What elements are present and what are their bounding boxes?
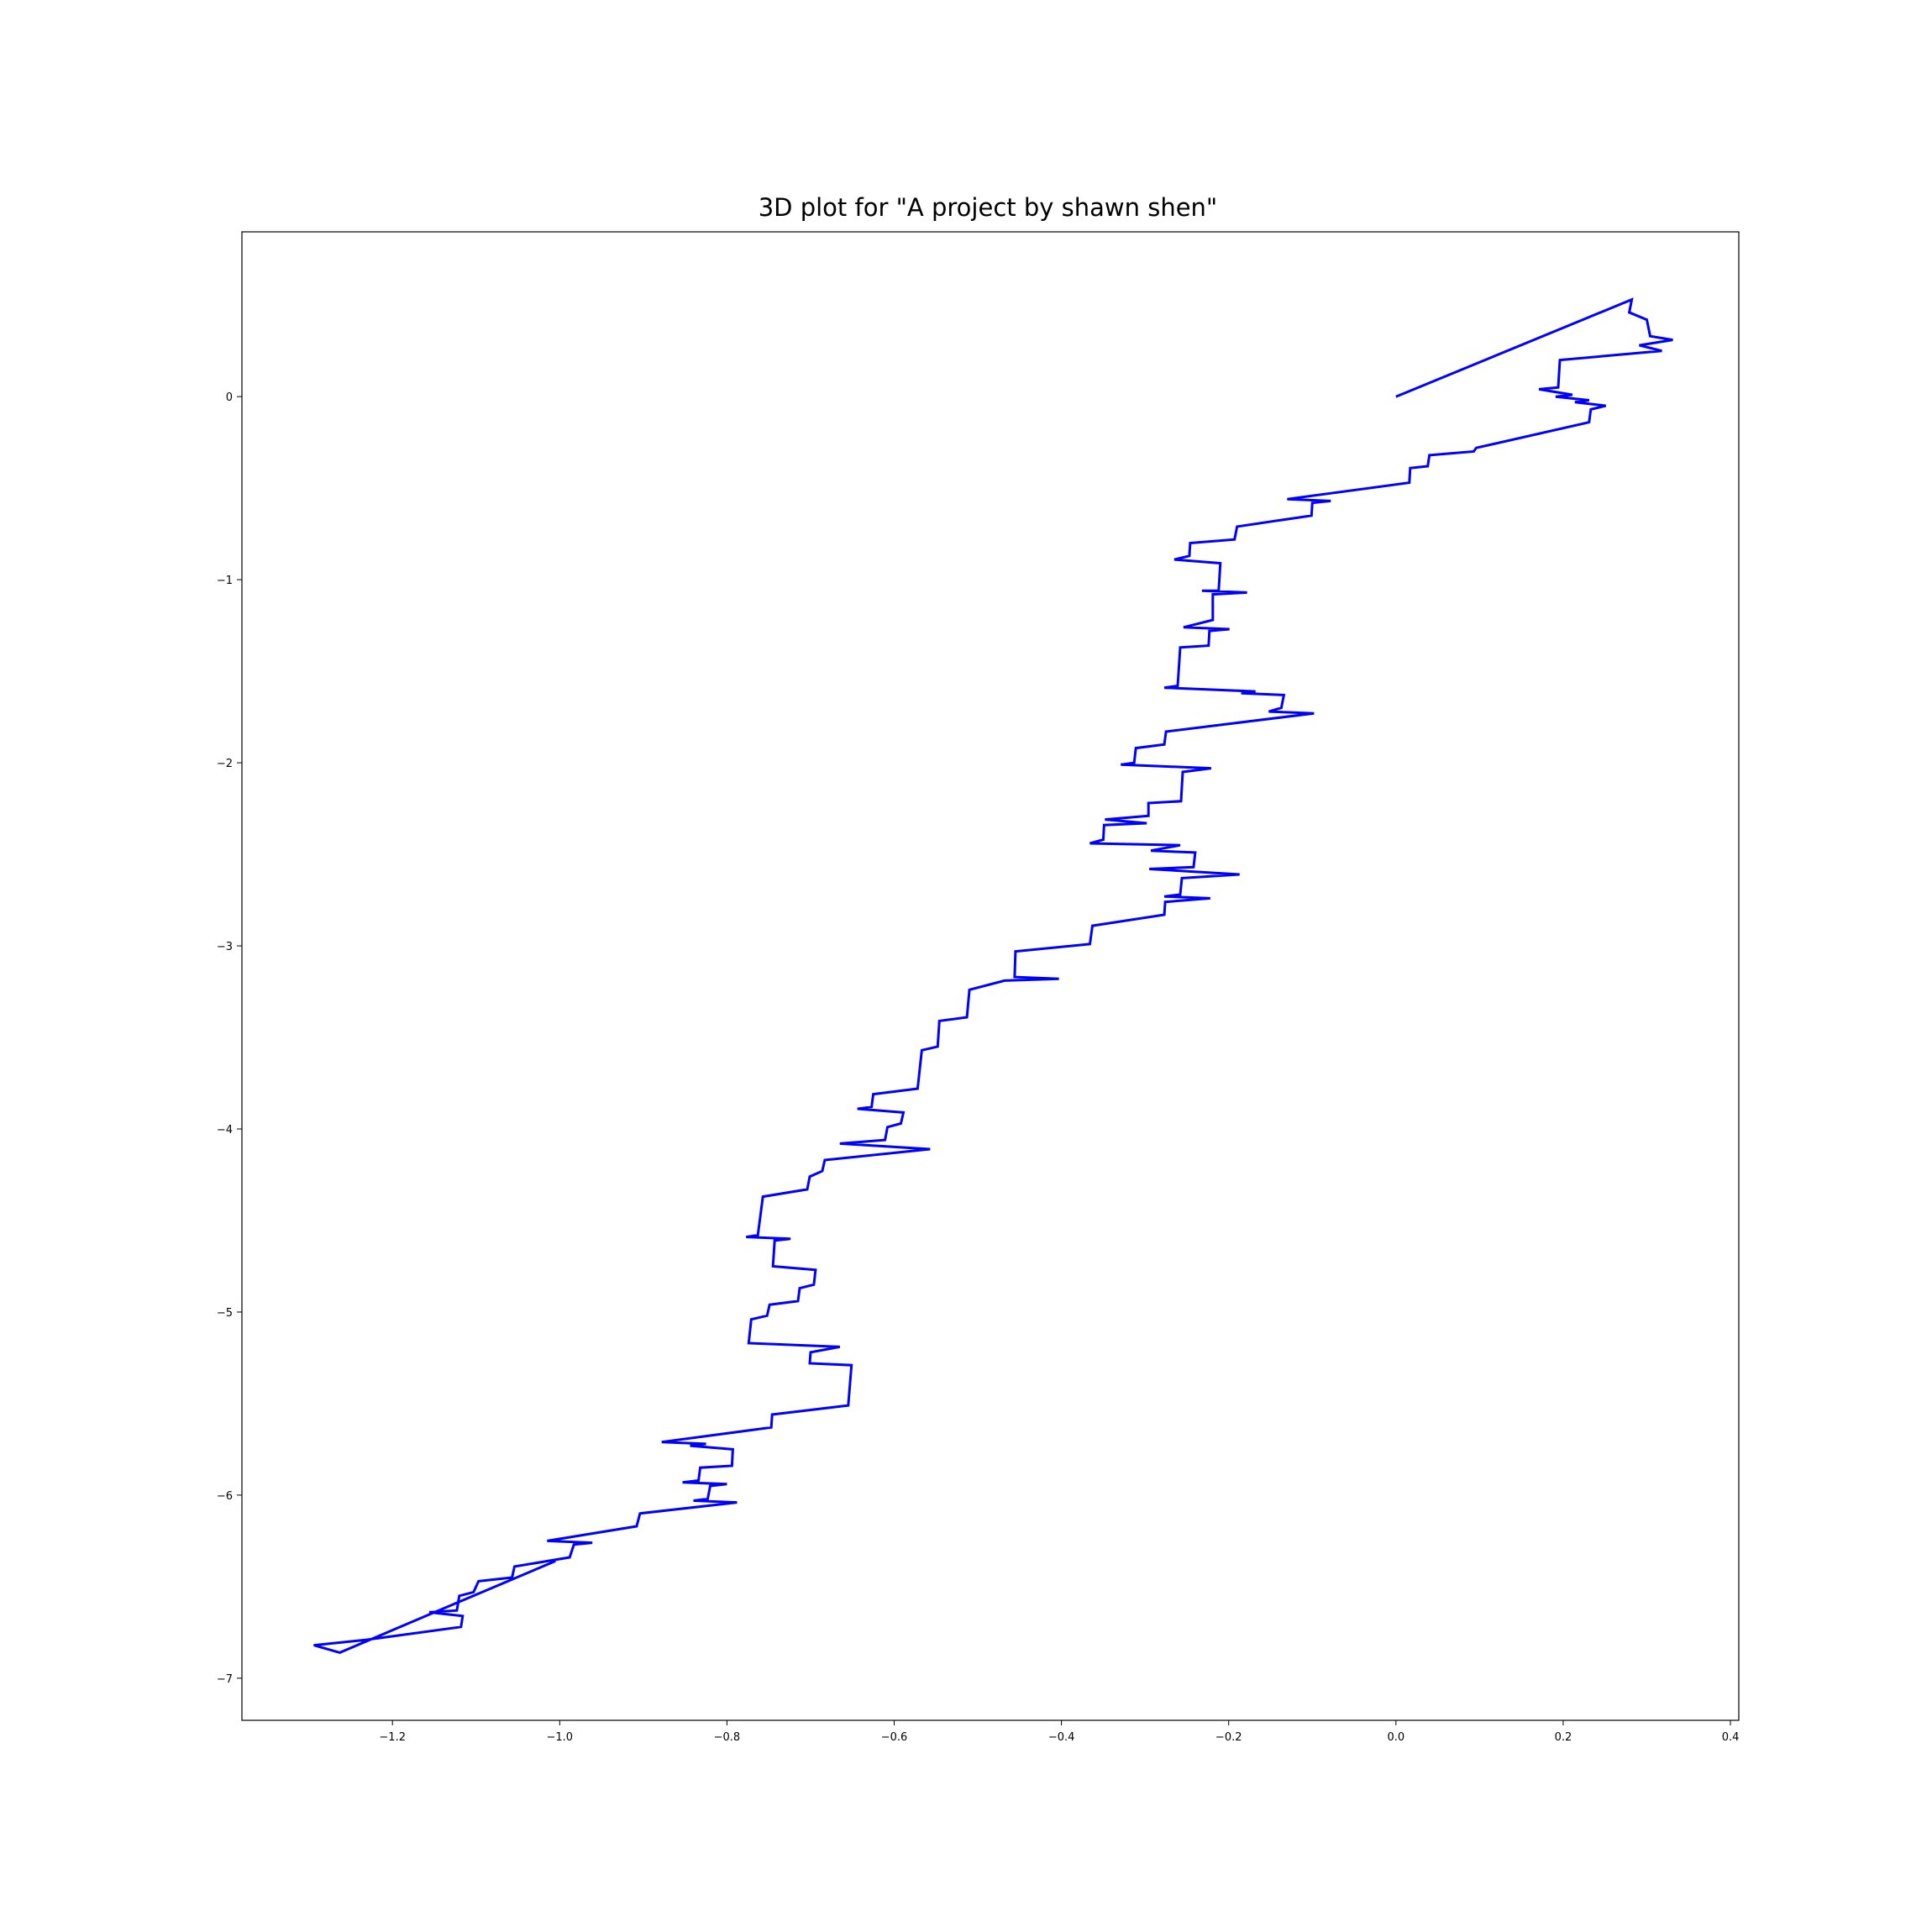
x-axis: −1.2 −1.0 −0.8 −0.6 −0.4 −0.2 0.0 0.2 0.4	[379, 1720, 1739, 1744]
y-tick-label: −4	[217, 1124, 233, 1137]
x-tick-label: −0.8	[714, 1731, 741, 1744]
y-tick-label: −1	[217, 575, 233, 587]
x-tick-label: 0.0	[1387, 1731, 1404, 1744]
x-tick-label: −0.2	[1215, 1731, 1242, 1744]
x-tick-label: −1.2	[379, 1731, 406, 1744]
x-tick-label: 0.2	[1555, 1731, 1572, 1744]
y-axis: 0 −1 −2 −3 −4 −5 −6 −7	[217, 391, 242, 1686]
x-tick-label: −0.4	[1048, 1731, 1075, 1744]
y-tick-label: −7	[217, 1673, 233, 1686]
y-tick-label: −5	[217, 1307, 233, 1320]
x-tick-label: −1.0	[547, 1731, 574, 1744]
chart-title: 3D plot for "A project by shawn shen"	[759, 193, 1218, 222]
x-tick-label: 0.4	[1722, 1731, 1740, 1744]
series-line	[313, 297, 1673, 1654]
plot-frame	[241, 231, 1740, 1721]
y-tick-label: −3	[217, 941, 233, 953]
y-tick-label: −6	[217, 1490, 233, 1503]
y-tick-label: 0	[226, 391, 233, 404]
y-tick-label: −2	[217, 758, 233, 770]
x-tick-label: −0.6	[881, 1731, 908, 1744]
